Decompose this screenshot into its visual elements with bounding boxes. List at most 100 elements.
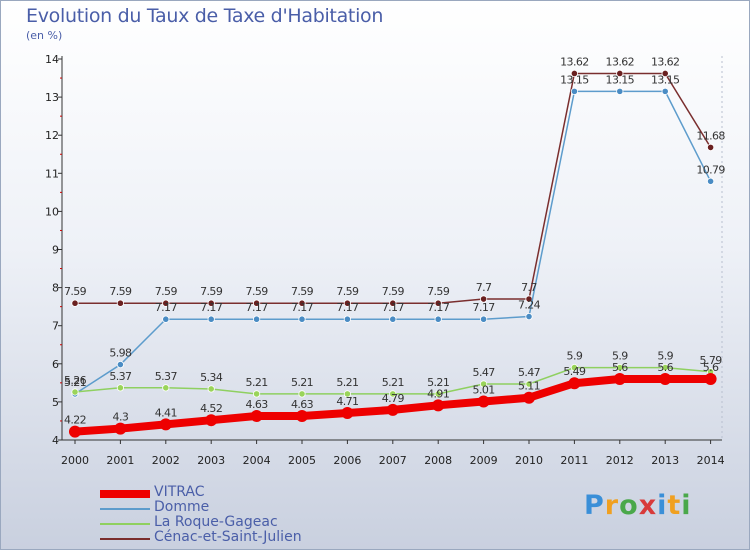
data-point — [389, 299, 397, 307]
data-label: 7.59 — [427, 285, 450, 298]
x-tick-label: 2010 — [515, 454, 543, 467]
data-label: 13.15 — [560, 73, 589, 86]
chart-title: Evolution du Taux de Taxe d'Habitation — [26, 5, 384, 27]
data-label: 7.17 — [246, 301, 269, 314]
data-point — [69, 425, 81, 438]
data-label: 5.6 — [657, 361, 673, 374]
data-point — [613, 373, 626, 386]
data-point — [253, 390, 261, 398]
data-point — [116, 384, 125, 392]
data-point — [386, 403, 399, 416]
data-label: 7.59 — [291, 285, 314, 298]
logo-letter: r — [604, 490, 620, 521]
y-tick-label: 7 — [52, 320, 59, 333]
proxiti-logo: Proxiti — [584, 490, 692, 521]
data-label: 7.17 — [473, 301, 496, 314]
data-label: 7.17 — [336, 301, 359, 314]
data-label: 5.21 — [427, 376, 449, 389]
data-point — [570, 87, 579, 95]
data-point — [704, 373, 717, 386]
data-point — [479, 295, 488, 303]
data-point — [343, 390, 351, 398]
data-point — [616, 87, 624, 95]
data-point — [616, 364, 624, 372]
data-label: 5.79 — [700, 354, 723, 367]
data-label: 5.01 — [473, 384, 495, 397]
data-point — [159, 418, 172, 431]
data-point — [434, 390, 442, 398]
data-point — [114, 422, 127, 435]
data-point — [661, 364, 669, 372]
data-label: 7.59 — [64, 285, 87, 298]
data-label: 13.15 — [606, 73, 635, 86]
y-tick-label: 9 — [52, 244, 59, 257]
data-point — [207, 385, 215, 393]
y-tick-label: 12 — [45, 129, 59, 142]
data-label: 7.17 — [291, 301, 314, 314]
legend-label: Domme — [154, 499, 210, 515]
x-tick-label: 2013 — [651, 454, 679, 467]
legend-item: VITRAC — [100, 484, 340, 501]
data-point — [298, 390, 306, 398]
data-label: 5.6 — [703, 361, 719, 374]
data-point — [343, 299, 351, 307]
data-label: 4.63 — [246, 398, 269, 411]
data-label: 7.59 — [155, 285, 178, 298]
data-label: 5.9 — [567, 350, 583, 363]
data-point — [162, 299, 170, 307]
data-label: 7.59 — [336, 285, 359, 298]
x-tick-label: 2003 — [197, 454, 225, 467]
data-point — [432, 399, 445, 412]
x-tick-label: 2002 — [152, 454, 180, 467]
data-label: 5.34 — [200, 371, 223, 384]
data-point — [570, 364, 579, 372]
data-label: 7.59 — [109, 285, 132, 298]
logo-letter: i — [657, 490, 668, 521]
x-tick-label: 2009 — [470, 454, 498, 467]
legend-item: Cénac-et-Saint-Julien — [100, 529, 340, 546]
data-label: 7.17 — [382, 301, 405, 314]
legend-swatch — [100, 490, 150, 498]
y-tick-label: 4 — [52, 434, 59, 447]
legend-item: La Roque-Gageac — [100, 514, 340, 531]
data-point — [570, 69, 579, 78]
data-point — [434, 299, 442, 307]
data-label: 7.17 — [155, 301, 178, 314]
chart-legend: VITRAC Domme La Roque-Gageac Cénac-et-Saint… — [100, 484, 340, 546]
data-point — [296, 409, 308, 422]
data-point — [116, 299, 125, 307]
y-tick-label: 6 — [52, 358, 59, 371]
data-label: 7.24 — [518, 299, 541, 312]
data-label: 7.59 — [200, 285, 223, 298]
data-label: 5.47 — [473, 366, 496, 379]
data-label: 5.11 — [518, 380, 540, 393]
data-label: 5.37 — [155, 370, 178, 383]
data-label: 7.17 — [427, 301, 450, 314]
data-label: 5.21 — [64, 376, 86, 389]
data-point — [616, 69, 624, 78]
legend-label: VITRAC — [154, 484, 205, 500]
data-label: 5.6 — [612, 361, 628, 374]
data-label: 5.47 — [518, 366, 541, 379]
data-label: 13.62 — [560, 55, 589, 68]
data-point — [253, 315, 261, 323]
data-label: 7.59 — [246, 285, 269, 298]
series-line-3 — [75, 72, 712, 304]
logo-letter: t — [667, 490, 682, 521]
x-tick-label: 2005 — [288, 454, 316, 467]
logo-letter: i — [681, 490, 692, 521]
y-tick-label: 8 — [52, 282, 59, 295]
data-point — [71, 299, 79, 307]
data-label: 7.7 — [521, 281, 537, 294]
data-label: 13.15 — [651, 73, 680, 86]
data-label: 10.79 — [696, 163, 725, 176]
data-point — [479, 380, 488, 388]
data-label: 5.26 — [64, 374, 87, 387]
data-point — [71, 388, 79, 396]
series-line-1 — [74, 90, 712, 395]
data-label: 13.62 — [651, 55, 680, 68]
data-point — [661, 87, 669, 95]
x-tick-label: 2000 — [61, 454, 89, 467]
y-tick-label: 14 — [45, 53, 59, 66]
data-point — [205, 414, 218, 427]
